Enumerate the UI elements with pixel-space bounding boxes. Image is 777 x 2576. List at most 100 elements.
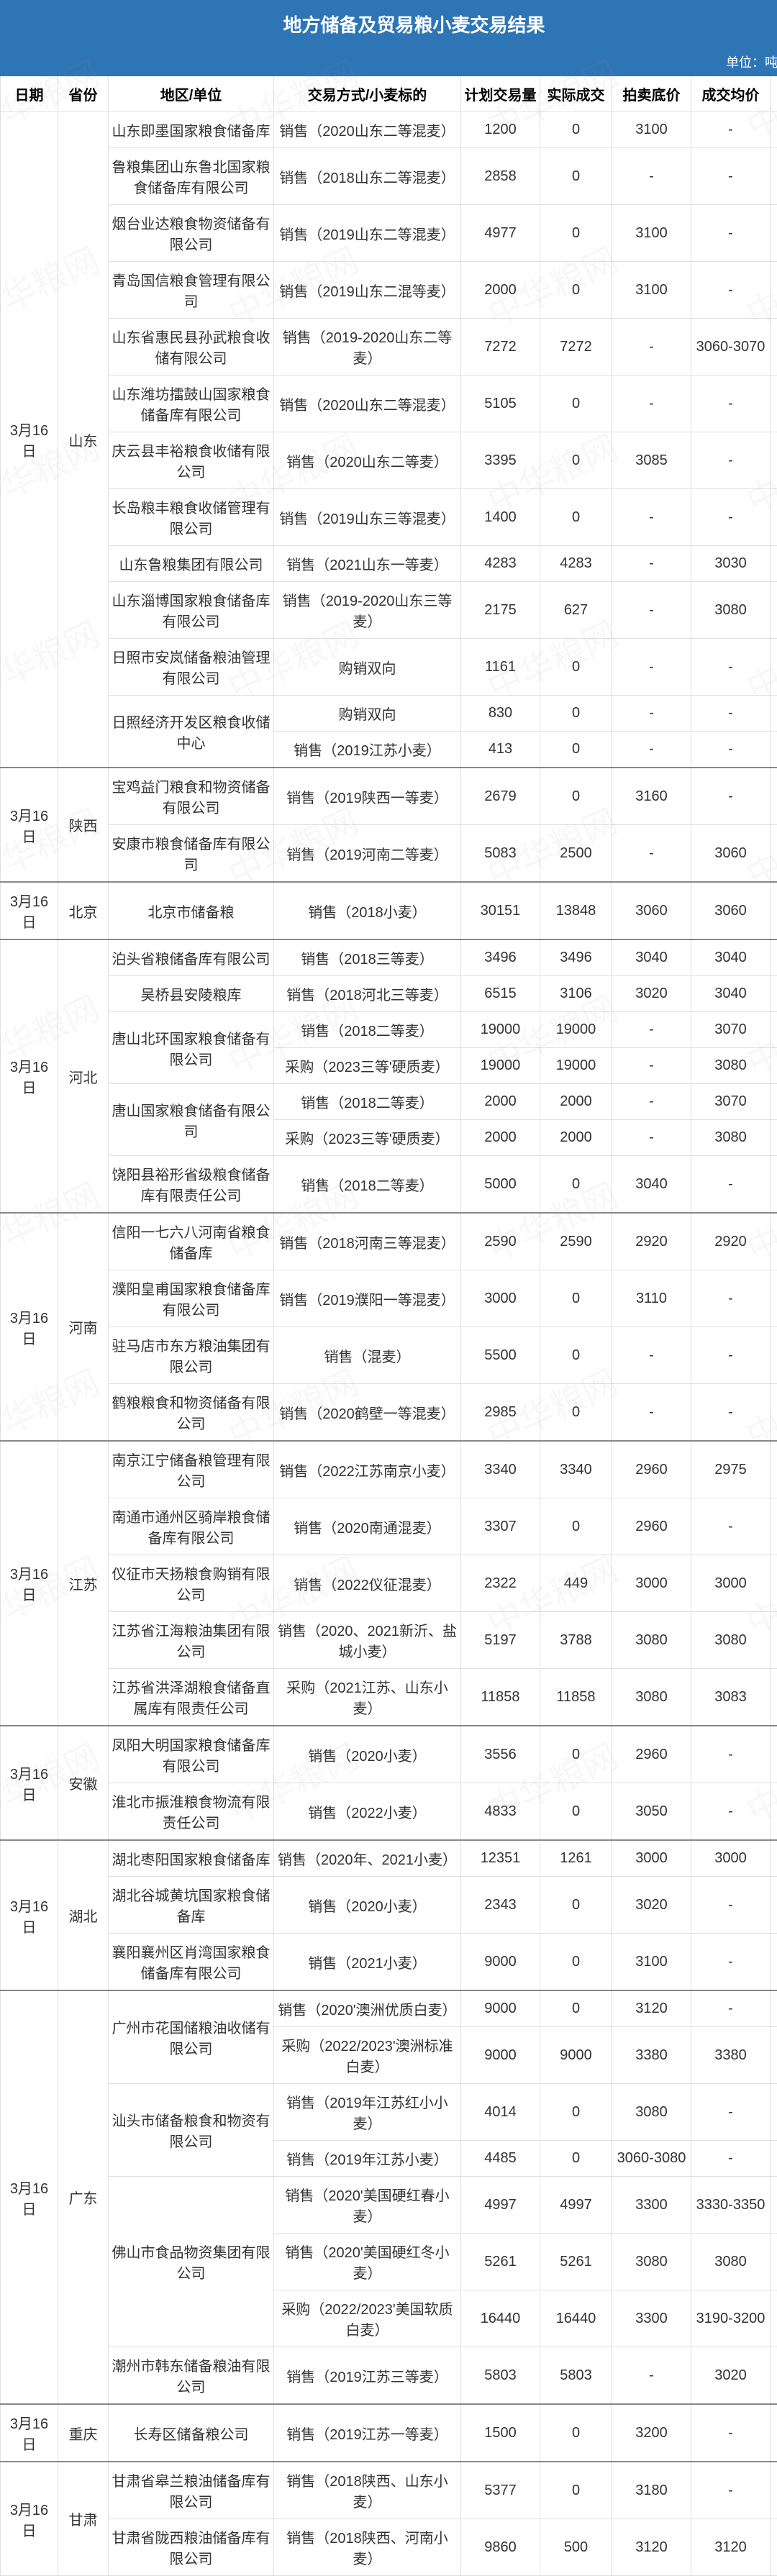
cell-plan: 9000 bbox=[461, 1934, 540, 1991]
cell-method: 销售（2018陕西、河南小麦） bbox=[274, 2519, 461, 2576]
cell-prem: - bbox=[771, 1783, 777, 1841]
cell-base: - bbox=[612, 1012, 691, 1048]
cell-avg: 2920 bbox=[691, 1213, 771, 1270]
cell-date: 3月16日 bbox=[1, 768, 58, 882]
cell-avg: - bbox=[691, 1384, 771, 1442]
table-row: 青岛国信粮食管理有限公司销售（2019山东二混等麦）200003100-- bbox=[1, 262, 777, 319]
cell-deal: 4283 bbox=[540, 546, 612, 582]
cell-base: 3100 bbox=[612, 112, 691, 148]
cell-prem: - bbox=[771, 2462, 777, 2519]
cell-deal: 449 bbox=[540, 1555, 612, 1612]
cell-plan: 4997 bbox=[461, 2177, 540, 2234]
cell-unit: 山东潍坊擂鼓山国家粮食储备库有限公司 bbox=[109, 376, 274, 432]
cell-method: 销售（2021小麦） bbox=[274, 1934, 461, 1991]
cell-plan: 2000 bbox=[461, 262, 540, 319]
cell-base: 2920 bbox=[612, 1213, 691, 1270]
cell-plan: 5261 bbox=[461, 2234, 540, 2290]
cell-unit: 饶阳县裕形省级粮食储备库有限责任公司 bbox=[109, 1156, 274, 1214]
col-header: 成交均价 bbox=[691, 76, 771, 112]
cell-province: 湖北 bbox=[58, 1840, 109, 1990]
cell-plan: 5083 bbox=[461, 825, 540, 883]
cell-base: - bbox=[612, 319, 691, 376]
cell-method: 采购（2023三等'硬质麦） bbox=[274, 1048, 461, 1084]
cell-avg: - bbox=[691, 205, 771, 262]
cell-deal: 0 bbox=[540, 2404, 612, 2462]
cell-plan: 3556 bbox=[461, 1726, 540, 1783]
cell-base: - bbox=[612, 732, 691, 768]
cell-deal: 0 bbox=[540, 2141, 612, 2177]
cell-plan: 2590 bbox=[461, 1213, 540, 1270]
cell-base: 3380 bbox=[612, 2027, 691, 2084]
cell-plan: 5377 bbox=[461, 2462, 540, 2519]
table-row: 3月16日重庆长寿区储备粮公司销售（2019江苏一等麦）150003200-- bbox=[1, 2404, 777, 2462]
cell-unit: 山东省惠民县孙武粮食收储有限公司 bbox=[109, 319, 274, 376]
cell-avg: 3380 bbox=[691, 2027, 771, 2084]
unit-label: 单位：吨、元/吨 bbox=[1, 48, 777, 76]
cell-unit: 淮北市振淮粮食物流有限责任公司 bbox=[109, 1783, 274, 1841]
cell-method: 销售（2019山东二等混麦） bbox=[274, 205, 461, 262]
cell-method: 销售（2018陕西、山东小麦） bbox=[274, 2462, 461, 2519]
cell-method: 销售（2020'美国硬红春小麦） bbox=[274, 2177, 461, 2234]
table-row: 佛山市食品物资集团有限公司销售（2020'美国硬红春小麦）49974997330… bbox=[1, 2177, 777, 2234]
cell-unit: 山东即墨国家粮食储备库 bbox=[109, 112, 274, 148]
cell-avg: 3060-3070 bbox=[691, 319, 771, 376]
cell-base: - bbox=[612, 825, 691, 883]
cell-province: 山东 bbox=[58, 112, 109, 768]
table-row: 仪征市天扬粮食购销有限公司销售（2022仪征混麦）232244930003000… bbox=[1, 1555, 777, 1612]
cell-avg: - bbox=[691, 1327, 771, 1384]
cell-plan: 2000 bbox=[461, 1120, 540, 1156]
cell-plan: 4014 bbox=[461, 2084, 540, 2141]
cell-prem: - bbox=[771, 432, 777, 489]
col-header: 省份 bbox=[58, 76, 109, 112]
cell-method: 销售（2018二等麦） bbox=[274, 1012, 461, 1048]
table-row: 驻马店市东方粮油集团有限公司销售（混麦）55000--- bbox=[1, 1327, 777, 1384]
cell-deal: 2000 bbox=[540, 1120, 612, 1156]
cell-prem: - bbox=[771, 1384, 777, 1442]
cell-deal: 0 bbox=[540, 2084, 612, 2141]
cell-method: 销售（2019-2020山东二等麦） bbox=[274, 319, 461, 376]
cell-plan: 5197 bbox=[461, 1612, 540, 1669]
cell-plan: 5000 bbox=[461, 1156, 540, 1214]
table-row: 濮阳皇甫国家粮食储备库有限公司销售（2019濮阳一等混麦）300003110-- bbox=[1, 1270, 777, 1327]
cell-deal: 627 bbox=[540, 582, 612, 639]
cell-method: 销售（2020鹤壁一等混麦） bbox=[274, 1384, 461, 1442]
cell-method: 销售（2020'美国硬红冬小麦） bbox=[274, 2234, 461, 2290]
cell-province: 重庆 bbox=[58, 2404, 109, 2462]
cell-base: 3100 bbox=[612, 205, 691, 262]
cell-plan: 3496 bbox=[461, 939, 540, 976]
cell-prem: - bbox=[771, 639, 777, 696]
cell-avg: 3030 bbox=[691, 546, 771, 582]
cell-method: 采购（2022/2023'美国软质白麦） bbox=[274, 2290, 461, 2347]
cell-deal: 0 bbox=[540, 432, 612, 489]
cell-province: 广东 bbox=[58, 1990, 109, 2404]
title-row: 地方储备及贸易粮小麦交易结果 bbox=[1, 1, 777, 48]
cell-plan: 2175 bbox=[461, 582, 540, 639]
cell-deal: 0 bbox=[540, 489, 612, 546]
cell-method: 销售（2020山东二等混麦） bbox=[274, 112, 461, 148]
cell-unit: 吴桥县安陵粮库 bbox=[109, 976, 274, 1012]
cell-province: 河北 bbox=[58, 939, 109, 1213]
table-row: 长岛粮丰粮食收储管理有限公司销售（2019山东三等混麦）14000--- bbox=[1, 489, 777, 546]
cell-deal: 0 bbox=[540, 1327, 612, 1384]
table-row: 3月16日河南信阳一七六八河南省粮食储备库销售（2018河南三等混麦）25902… bbox=[1, 1213, 777, 1270]
cell-unit: 山东淄博国家粮食储备库有限公司 bbox=[109, 582, 274, 639]
cell-unit: 广州市花国储粮油收储有限公司 bbox=[109, 1990, 274, 2084]
cell-avg: - bbox=[691, 2462, 771, 2519]
cell-deal: 2000 bbox=[540, 1084, 612, 1120]
cell-base: 3180 bbox=[612, 2462, 691, 2519]
cell-base: 3000 bbox=[612, 1555, 691, 1612]
cell-avg: 3083 bbox=[691, 1669, 771, 1726]
cell-prem: - bbox=[771, 1048, 777, 1084]
cell-plan: 19000 bbox=[461, 1012, 540, 1048]
table-row: 3月16日甘肃甘肃省皋兰粮油储备库有限公司销售（2018陕西、山东小麦）5377… bbox=[1, 2462, 777, 2519]
cell-plan: 3307 bbox=[461, 1498, 540, 1555]
cell-method: 销售（2020、2021新沂、盐城小麦） bbox=[274, 1612, 461, 1669]
cell-prem: 0 bbox=[771, 1555, 777, 1612]
table-row: 3月16日江苏南京江宁储备粮管理有限公司销售（2022江苏南京小麦）334033… bbox=[1, 1441, 777, 1498]
cell-prem: 0 bbox=[771, 882, 777, 939]
cell-base: 3000 bbox=[612, 1840, 691, 1877]
cell-avg: - bbox=[691, 432, 771, 489]
cell-prem: - bbox=[771, 696, 777, 732]
cell-prem: - bbox=[771, 1270, 777, 1327]
cell-avg: - bbox=[691, 1498, 771, 1555]
